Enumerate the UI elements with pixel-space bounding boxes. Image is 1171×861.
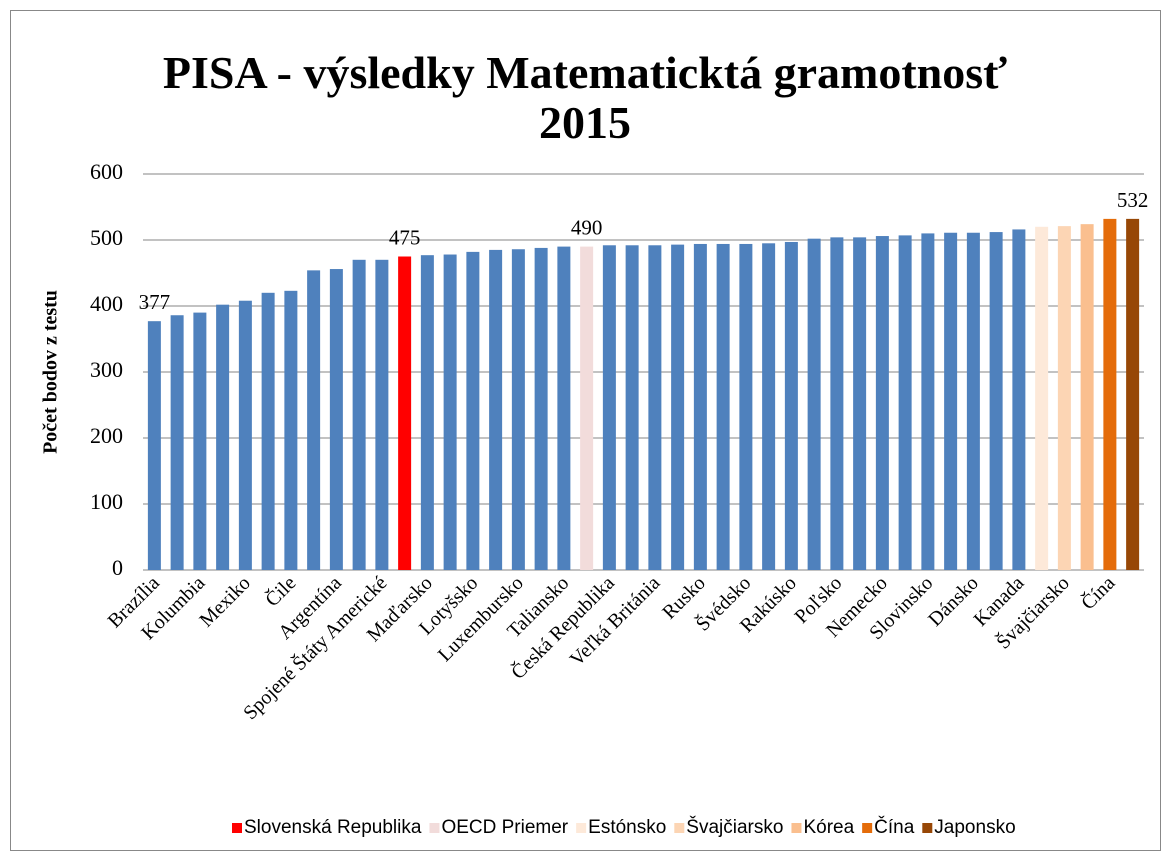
legend-label: Slovenská Republika — [244, 817, 422, 838]
legend-swatch — [922, 823, 933, 833]
bar — [1035, 226, 1049, 571]
bar — [1103, 218, 1117, 570]
legend-label: Japonsko — [934, 817, 1015, 838]
x-tick-label: Čile — [260, 570, 301, 611]
bar — [557, 246, 571, 570]
y-axis-label: Počet bodov z testu — [40, 290, 62, 454]
bar — [944, 232, 958, 571]
bar — [921, 233, 935, 570]
y-tick-label: 200 — [90, 423, 123, 448]
bar — [716, 243, 730, 570]
bar — [398, 256, 412, 570]
x-tick-label: Mexiko — [195, 572, 255, 632]
bar — [329, 269, 343, 570]
data-label: 490 — [571, 216, 603, 240]
bar — [284, 290, 298, 570]
legend-swatch — [791, 823, 802, 833]
y-tick-label: 0 — [112, 555, 123, 580]
bar — [1012, 229, 1026, 570]
bar — [966, 232, 980, 571]
y-tick-label: 600 — [90, 159, 123, 184]
y-tick-label: 400 — [90, 291, 123, 316]
data-label: 475 — [389, 226, 421, 250]
bar — [580, 246, 594, 570]
bar — [307, 270, 321, 570]
legend-label: Čína — [874, 816, 915, 838]
bar — [625, 245, 639, 570]
bar — [375, 259, 389, 570]
bar — [443, 254, 457, 570]
legend-label: OECD Priemer — [441, 817, 568, 838]
bar — [147, 321, 161, 570]
bar — [853, 237, 867, 571]
y-tick-label: 500 — [90, 225, 123, 250]
bar — [762, 243, 776, 571]
legend-label: Estónsko — [588, 817, 666, 838]
data-label: 377 — [139, 290, 171, 314]
bar — [898, 235, 912, 570]
bar — [489, 249, 503, 570]
bar — [830, 237, 844, 571]
bar — [466, 251, 480, 570]
bar — [216, 304, 230, 570]
x-tick-label: Dánsko — [924, 572, 983, 631]
legend-swatch — [674, 823, 685, 833]
bar — [875, 236, 889, 571]
bar — [693, 243, 707, 570]
chart-title: PISA - výsledky Matematicktá gramotnosť … — [162, 47, 1008, 148]
bar — [420, 255, 434, 570]
bar — [784, 241, 798, 571]
chart-border — [10, 10, 1161, 851]
bar — [1080, 224, 1094, 570]
x-tick-label: Čína — [1076, 570, 1120, 614]
legend-swatch — [429, 823, 440, 833]
bar — [1057, 226, 1071, 570]
legend-swatch — [232, 823, 242, 833]
bar — [534, 247, 548, 571]
bar — [807, 238, 821, 570]
legend-label: Švajčiarsko — [686, 816, 783, 838]
bar — [671, 244, 685, 570]
bar — [648, 245, 662, 570]
data-label: 532 — [1117, 188, 1149, 212]
bar — [602, 245, 616, 570]
bar — [170, 315, 184, 570]
bar — [1126, 218, 1140, 570]
bar — [989, 232, 1003, 570]
legend-swatch — [862, 823, 873, 833]
legend-label: Kórea — [803, 817, 854, 838]
bar — [352, 259, 366, 570]
bar — [193, 312, 207, 570]
bar — [261, 292, 275, 570]
bar — [511, 249, 525, 571]
legend-swatch — [576, 823, 587, 833]
bar — [739, 243, 753, 570]
y-tick-label: 100 — [90, 489, 123, 514]
bar — [238, 300, 252, 570]
y-tick-label: 300 — [90, 357, 123, 382]
